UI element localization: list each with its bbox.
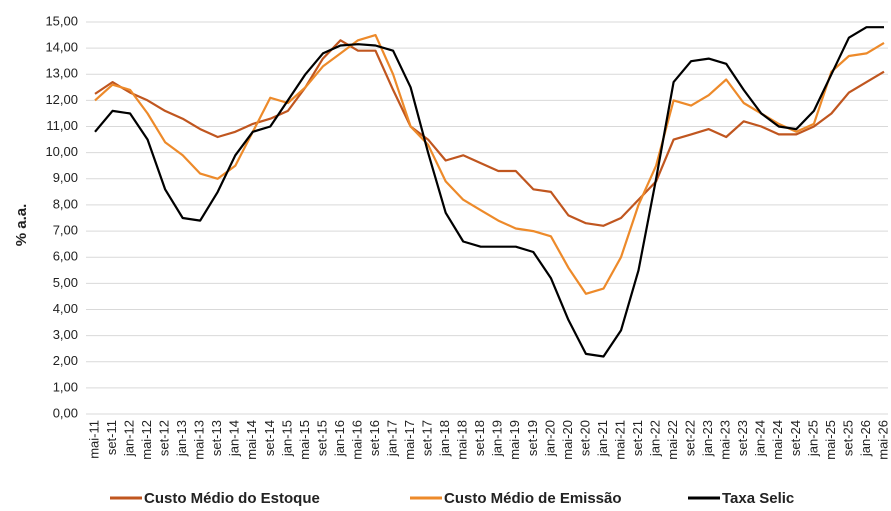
- y-tick-label: 10,00: [45, 144, 78, 159]
- x-tick-label: set-22: [683, 420, 698, 456]
- x-tick-label: set-13: [209, 420, 224, 456]
- y-tick-label: 3,00: [53, 327, 78, 342]
- y-tick-label: 7,00: [53, 223, 78, 238]
- x-tick-label: jan-15: [279, 420, 294, 457]
- legend-label: Custo Médio do Estoque: [144, 490, 320, 507]
- x-tick-label: jan-12: [122, 420, 137, 457]
- x-tick-label: mai-25: [823, 420, 838, 460]
- x-tick-label: jan-23: [700, 420, 715, 457]
- x-tick-label: mai-15: [297, 420, 312, 460]
- x-tick-label: mai-19: [507, 420, 522, 460]
- y-tick-label: 13,00: [45, 66, 78, 81]
- y-tick-label: 15,00: [45, 13, 78, 28]
- x-tick-label: mai-16: [349, 420, 364, 460]
- y-axis-title: % a.a.: [13, 204, 30, 247]
- x-tick-label: mai-17: [402, 420, 417, 460]
- x-tick-label: mai-13: [192, 420, 207, 460]
- x-tick-label: set-19: [525, 420, 540, 456]
- x-tick-label: jan-24: [753, 420, 768, 457]
- x-tick-label: set-25: [840, 420, 855, 456]
- x-tick-label: set-18: [472, 420, 487, 456]
- x-tick-label: jan-26: [858, 420, 873, 457]
- series-line: [94, 39, 885, 227]
- x-tick-label: mai-23: [718, 420, 733, 460]
- legend-label: Custo Médio de Emissão: [444, 490, 622, 507]
- x-tick-label: set-15: [314, 420, 329, 456]
- y-tick-label: 2,00: [53, 353, 78, 368]
- x-tick-label: jan-19: [490, 420, 505, 457]
- x-tick-label: set-24: [788, 420, 803, 456]
- x-tick-label: set-16: [367, 420, 382, 456]
- x-tick-label: mai-11: [86, 420, 101, 459]
- x-tick-label: set-23: [735, 420, 750, 456]
- x-tick-label: jan-14: [227, 420, 242, 457]
- legend-label: Taxa Selic: [722, 490, 794, 507]
- x-tick-label: set-14: [262, 420, 277, 456]
- x-tick-label: set-17: [420, 420, 435, 456]
- x-tick-label: jan-20: [542, 420, 557, 457]
- y-tick-label: 0,00: [53, 405, 78, 420]
- x-tick-label: jan-21: [595, 420, 610, 457]
- x-tick-label: mai-24: [770, 420, 785, 460]
- x-tick-label: mai-14: [244, 420, 259, 460]
- y-tick-label: 12,00: [45, 92, 78, 107]
- x-tick-label: set-21: [630, 420, 645, 456]
- x-tick-label: mai-18: [455, 420, 470, 460]
- x-tick-label: set-11: [104, 420, 119, 455]
- x-tick-label: set-12: [157, 420, 172, 456]
- y-tick-label: 4,00: [53, 301, 78, 316]
- x-tick-label: jan-25: [805, 420, 820, 457]
- x-tick-label: mai-12: [139, 420, 154, 460]
- y-tick-label: 11,00: [46, 118, 78, 133]
- x-tick-label: mai-26: [875, 420, 890, 460]
- x-tick-label: mai-21: [612, 420, 627, 460]
- x-tick-label: jan-16: [332, 420, 347, 457]
- x-tick-label: jan-17: [385, 420, 400, 457]
- x-tick-label: mai-22: [665, 420, 680, 460]
- y-tick-label: 1,00: [53, 379, 78, 394]
- series-line: [94, 26, 884, 358]
- y-tick-label: 8,00: [53, 196, 78, 211]
- x-tick-label: mai-20: [560, 420, 575, 460]
- x-tick-label: jan-13: [174, 420, 189, 457]
- y-tick-label: 9,00: [53, 170, 78, 185]
- y-tick-label: 6,00: [53, 249, 78, 264]
- y-tick-label: 14,00: [45, 40, 78, 55]
- x-tick-label: set-20: [577, 420, 592, 456]
- y-tick-label: 5,00: [53, 275, 78, 290]
- x-tick-label: jan-18: [437, 420, 452, 457]
- x-tick-label: jan-22: [648, 420, 663, 457]
